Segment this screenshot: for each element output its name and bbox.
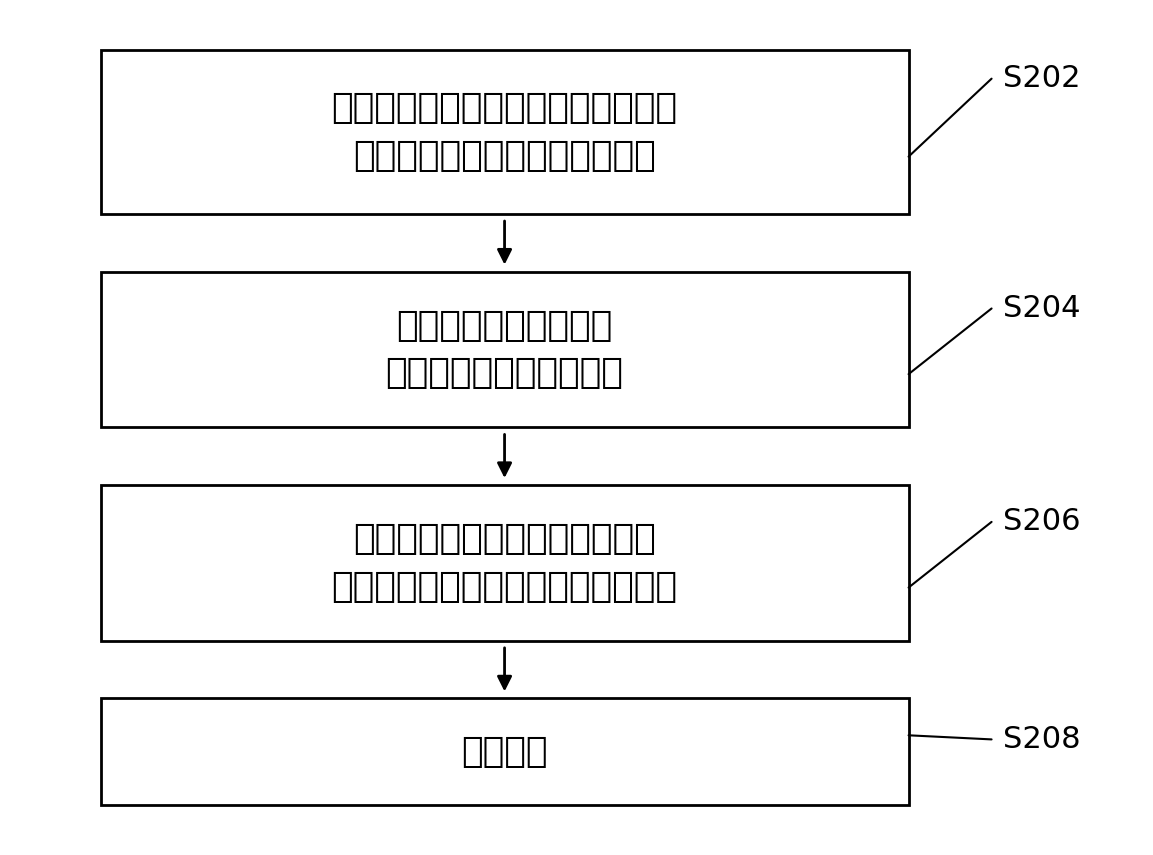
Bar <box>100 699 909 805</box>
Bar <box>100 50 909 214</box>
Text: 对心搏间期变异值序列进行分组
，提取各组数据的频数作为特征向量: 对心搏间期变异值序列进行分组 ，提取各组数据的频数作为特征向量 <box>332 522 678 604</box>
Text: S208: S208 <box>1003 725 1080 754</box>
Text: S202: S202 <box>1003 64 1080 93</box>
Bar <box>100 272 909 428</box>
Text: 机器学习: 机器学习 <box>461 734 548 769</box>
Text: S206: S206 <box>1003 507 1080 536</box>
Text: 计算心搏间期变异值，
得到心搏间期变异值序列: 计算心搏间期变异值， 得到心搏间期变异值序列 <box>385 309 624 390</box>
Text: S204: S204 <box>1003 294 1080 323</box>
Bar <box>100 485 909 641</box>
Text: 基于预先标记类型的心搏信号片段，
提取心搏间期得到心搏间期序列: 基于预先标记类型的心搏信号片段， 提取心搏间期得到心搏间期序列 <box>332 91 678 173</box>
